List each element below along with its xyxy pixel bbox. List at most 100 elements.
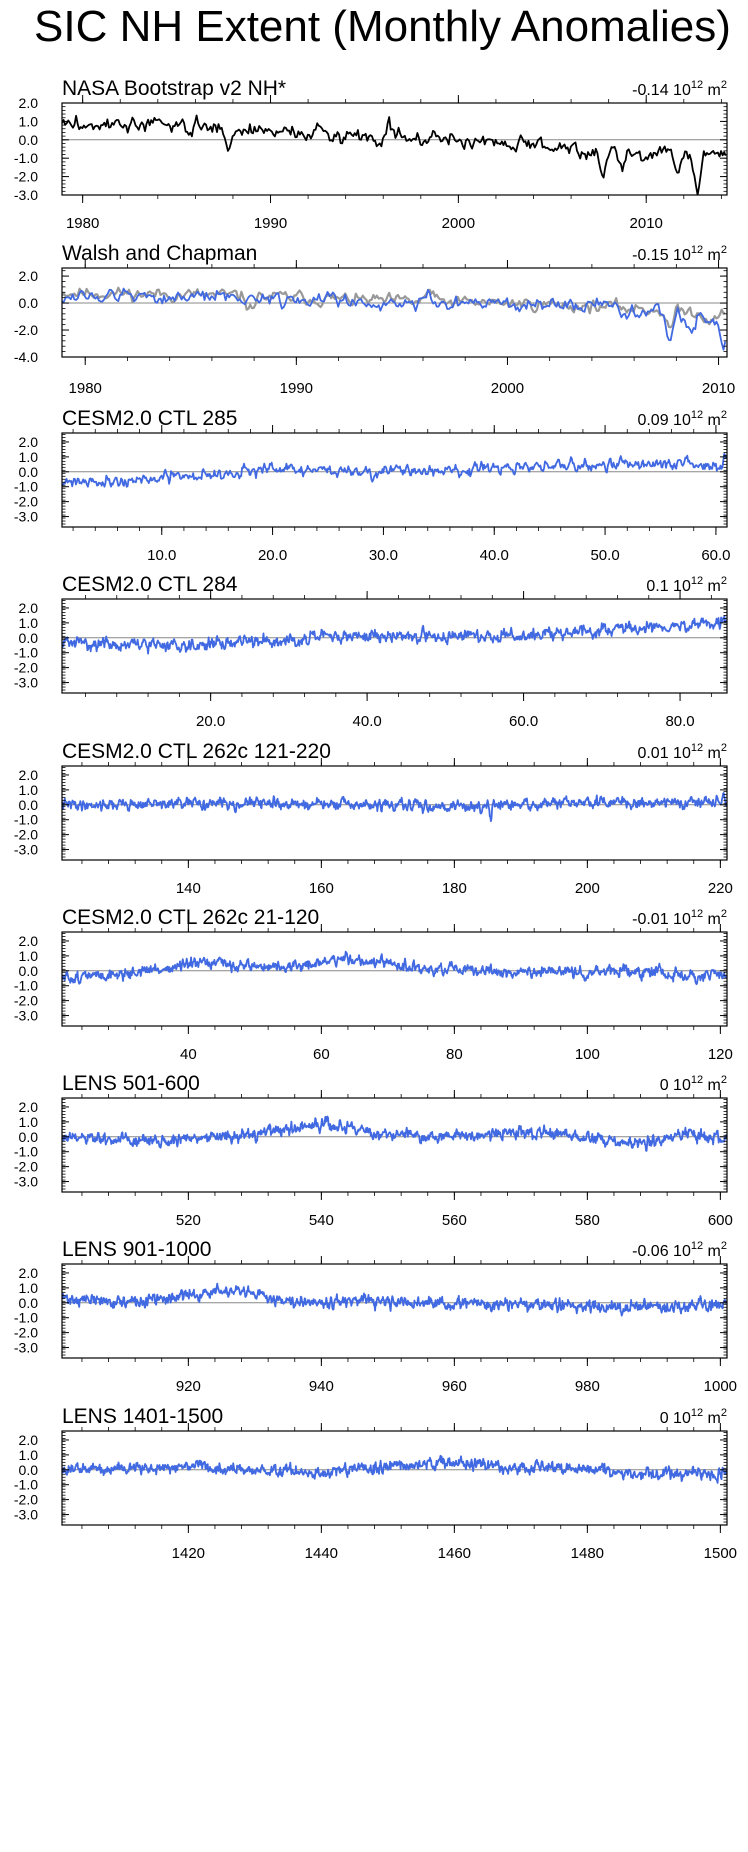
x-tick-label: 40.0 [353,713,382,730]
plot-frame [61,765,728,861]
y-tick-label: 2.0 [19,434,39,450]
x-tick-label: 60.0 [701,547,730,564]
x-tick-label: 50.0 [590,547,619,564]
y-tick-label: -1.0 [14,1310,38,1326]
x-tick-label: 960 [442,1378,467,1395]
trend-label: -0.14 1012 m2 [632,79,727,99]
y-tick-label: -2.0 [14,660,38,676]
x-tick-label: 20.0 [258,547,287,564]
y-tick-label: -2.0 [14,827,38,843]
panel-2: CESM2.0 CTL 285 0.09 1012 m2 2.01.00.0-1.0… [14,407,731,564]
y-tick-label: 2.0 [19,268,39,284]
x-tick-label: 60.0 [509,713,538,730]
trend-label: 0.09 1012 m2 [637,409,727,429]
panel-1: Walsh and Chapman -0.15 1012 m2 2.0 0.0 -2.0… [14,242,735,397]
panel-6: LENS 501-600 0 1012 m2 2.01.00.0-1.0-2.0-3… [14,1072,733,1229]
x-tick-label: 600 [708,1212,733,1229]
trend-label: 0.1 1012 m2 [646,575,727,595]
y-tick-label: -2.0 [14,1325,38,1341]
series-line-1 [62,287,727,351]
x-tick-label: 120 [708,1046,733,1063]
y-tick-label: 1.0 [19,1114,39,1130]
x-tick-label: 40 [180,1046,197,1063]
y-tick-label: 0.0 [19,464,39,480]
y-tick-label: -3.0 [14,187,38,203]
x-tick-label: 220 [708,880,733,897]
y-tick-label: 1.0 [19,615,39,631]
y-tick-label: 0.0 [19,295,39,311]
panel-8: LENS 1401-1500 0 1012 m2 2.01.00.0-1.0-2.0… [14,1405,737,1562]
panel-3: CESM2.0 CTL 284 0.1 1012 m22.01.00.0-1.0-… [14,573,728,730]
x-tick-label: 1480 [571,1545,604,1562]
panel-7: LENS 901-1000 -0.06 1012 m22.01.00.0-1.0-… [14,1238,737,1395]
y-tick-label: 2.0 [19,767,39,783]
panel-4: CESM2.0 CTL 262c 121-220 0.01 1012 m22.01… [14,740,733,897]
x-tick-label: 1990 [254,215,287,232]
x-tick-label: 920 [176,1378,201,1395]
x-tick-label: 10.0 [147,547,176,564]
panel-title: CESM2.0 CTL 262c 121-220 [62,740,331,763]
y-tick-label: 0.0 [19,132,39,148]
series-line-0 [62,615,727,655]
y-tick-label: -1.0 [14,645,38,661]
x-tick-label: 2010 [630,215,663,232]
y-tick-label: -1.0 [14,1144,38,1160]
trend-label: 0 1012 m2 [660,1074,727,1094]
x-tick-label: 980 [575,1378,600,1395]
panel-5: CESM2.0 CTL 262c 21-120 -0.01 1012 m22.01… [14,906,733,1063]
x-tick-label: 80.0 [665,713,694,730]
x-tick-label: 2000 [442,215,475,232]
x-tick-label: 20.0 [196,713,225,730]
y-tick-label: 2.0 [19,1432,39,1448]
plot-frame [61,931,728,1027]
y-tick-label: 2.0 [19,933,39,949]
trend-label: 0.01 1012 m2 [637,742,727,762]
panel-title: Walsh and Chapman [62,242,257,265]
plot-frame [61,267,728,358]
y-tick-label: 1.0 [19,449,39,465]
y-tick-label: 2.0 [19,1099,39,1115]
y-tick-label: 0.0 [19,963,39,979]
y-tick-label: -2.0 [14,169,38,185]
trend-label: 0 1012 m2 [660,1407,727,1427]
series-line-0 [62,792,727,823]
panel-title: CESM2.0 CTL 284 [62,573,238,596]
x-tick-label: 580 [575,1212,600,1229]
x-tick-label: 520 [176,1212,201,1229]
y-tick-label: 2.0 [19,600,39,616]
y-tick-label: 1.0 [19,1447,39,1463]
y-tick-label: 0.0 [19,1462,39,1478]
panel-title: LENS 901-1000 [62,1238,211,1261]
x-tick-label: 1000 [704,1378,737,1395]
x-tick-label: 540 [309,1212,334,1229]
series-line-0 [62,453,727,488]
x-tick-label: 2010 [702,380,735,397]
series-line-0 [62,1115,727,1152]
x-tick-label: 1420 [172,1545,205,1562]
series-line-0 [62,114,727,195]
y-tick-label: 1.0 [19,113,39,129]
x-tick-label: 1980 [69,380,102,397]
x-tick-label: 100 [575,1046,600,1063]
x-tick-label: 1460 [438,1545,471,1562]
x-tick-label: 30.0 [369,547,398,564]
plot-frame [61,1097,728,1193]
x-tick-label: 1980 [66,215,99,232]
trend-label: -0.15 1012 m2 [632,244,727,264]
y-tick-label: -3.0 [14,1008,38,1024]
x-tick-label: 40.0 [480,547,509,564]
y-tick-label: -1.0 [14,978,38,994]
x-tick-label: 560 [442,1212,467,1229]
y-tick-label: -3.0 [14,1507,38,1523]
trend-label: -0.01 1012 m2 [632,908,727,928]
y-tick-label: -3.0 [14,675,38,691]
x-tick-label: 60 [313,1046,330,1063]
y-tick-label: -3.0 [14,1174,38,1190]
y-tick-label: -2.0 [14,993,38,1009]
y-tick-label: -2.0 [14,1492,38,1508]
x-tick-label: 200 [575,880,600,897]
plot-frame [61,432,728,528]
y-tick-label: 1.0 [19,948,39,964]
panel-title: LENS 1401-1500 [62,1405,223,1428]
x-tick-label: 2000 [491,380,524,397]
